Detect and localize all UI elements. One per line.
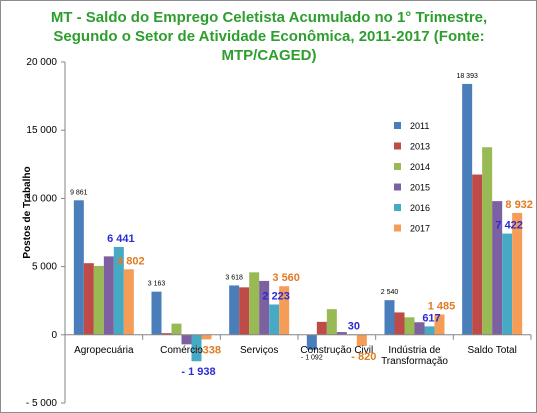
chart-title-line: Segundo o Setor de Atividade Econômica, … <box>53 28 484 45</box>
bar-2011 <box>462 83 473 335</box>
category-label: Saldo Total <box>468 345 517 356</box>
y-tick-label: 15 000 <box>26 125 57 136</box>
y-axis-label: Postos de Trabalho <box>22 166 33 258</box>
y-tick-label: 10 000 <box>26 193 57 204</box>
bar-2017 <box>123 269 134 335</box>
bar-2017 <box>434 314 445 335</box>
data-label: - 820 <box>351 351 376 363</box>
data-label: - 1 938 <box>181 366 215 378</box>
legend-label: 2011 <box>410 121 429 131</box>
bar-2017 <box>279 286 290 335</box>
bar-2016 <box>269 304 280 335</box>
bar-2015 <box>181 334 192 345</box>
bar-2011 <box>151 291 162 335</box>
data-label: 30 <box>348 320 360 332</box>
bar-2016 <box>113 246 124 335</box>
bar-2015 <box>259 280 270 335</box>
bar-2011 <box>229 285 240 335</box>
data-label: 4 802 <box>117 255 145 267</box>
data-label: 1 485 <box>428 301 456 313</box>
bar-2014 <box>482 147 493 335</box>
legend-swatch-2015 <box>394 183 401 191</box>
legend-label: 2014 <box>410 162 430 172</box>
data-label: 3 163 <box>148 281 166 288</box>
legend-swatch-2013 <box>394 142 401 150</box>
bar-2014 <box>171 323 182 335</box>
data-label: 2 223 <box>262 290 290 302</box>
data-label: - 1 092 <box>301 355 323 362</box>
data-label: 8 932 <box>505 199 533 211</box>
y-tick-label: - 5 000 <box>26 398 58 409</box>
category-label: Construção Civil <box>300 345 373 356</box>
category-label: Serviços <box>240 345 278 356</box>
legend-label: 2016 <box>410 203 430 213</box>
bar-2011 <box>73 200 84 335</box>
data-label: 7 422 <box>495 220 523 232</box>
bar-2013 <box>239 287 250 335</box>
y-tick-label: 20 000 <box>26 57 57 68</box>
bar-2013 <box>316 321 327 335</box>
bar-2013 <box>161 333 172 335</box>
bar-2016 <box>502 233 513 335</box>
data-label: 2 540 <box>381 289 399 296</box>
bar-2013 <box>472 174 483 335</box>
legend-swatch-2014 <box>394 163 401 170</box>
bar-2014 <box>249 272 260 335</box>
legend-label: 2015 <box>410 183 430 193</box>
bar-2014 <box>404 317 415 335</box>
bar-2011 <box>384 300 395 335</box>
category-label: Agropecuária <box>74 345 134 356</box>
chart-title-line: MT - Saldo do Emprego Celetista Acumulad… <box>51 9 487 26</box>
y-tick-label: 0 <box>51 330 57 341</box>
legend-swatch-2016 <box>394 204 401 211</box>
bar-2017 <box>356 334 367 346</box>
bar-2014 <box>326 309 337 335</box>
category-label: Comércio <box>160 345 203 356</box>
data-label: - 338 <box>196 344 221 356</box>
data-label: 6 441 <box>107 233 135 245</box>
bar-2016 <box>191 334 202 362</box>
category-label: Indústria de <box>388 345 441 356</box>
data-label: 617 <box>422 312 440 324</box>
legend-swatch-2011 <box>394 122 401 129</box>
bar-2016 <box>424 326 435 335</box>
data-label: 18 393 <box>456 73 478 80</box>
bar-2015 <box>414 322 425 335</box>
bar-2015 <box>336 332 347 335</box>
bar-2014 <box>93 265 104 335</box>
bar-2017 <box>201 334 212 340</box>
bar-2015 <box>103 256 114 335</box>
y-tick-label: 5 000 <box>32 262 57 273</box>
legend-swatch-2017 <box>394 224 401 232</box>
bar-2015 <box>492 201 503 335</box>
category-label: Transformação <box>381 356 448 367</box>
data-label: 3 618 <box>225 274 243 281</box>
bar-2013 <box>83 263 94 335</box>
bar-2017 <box>512 212 523 335</box>
bar-2011 <box>306 334 317 350</box>
data-label: 9 861 <box>70 189 88 196</box>
legend-label: 2013 <box>410 142 430 152</box>
data-label: 3 560 <box>272 272 300 284</box>
legend-label: 2017 <box>410 224 430 234</box>
bar-2013 <box>394 312 405 335</box>
chart-title-line: MTP/CAGED) <box>222 47 317 64</box>
